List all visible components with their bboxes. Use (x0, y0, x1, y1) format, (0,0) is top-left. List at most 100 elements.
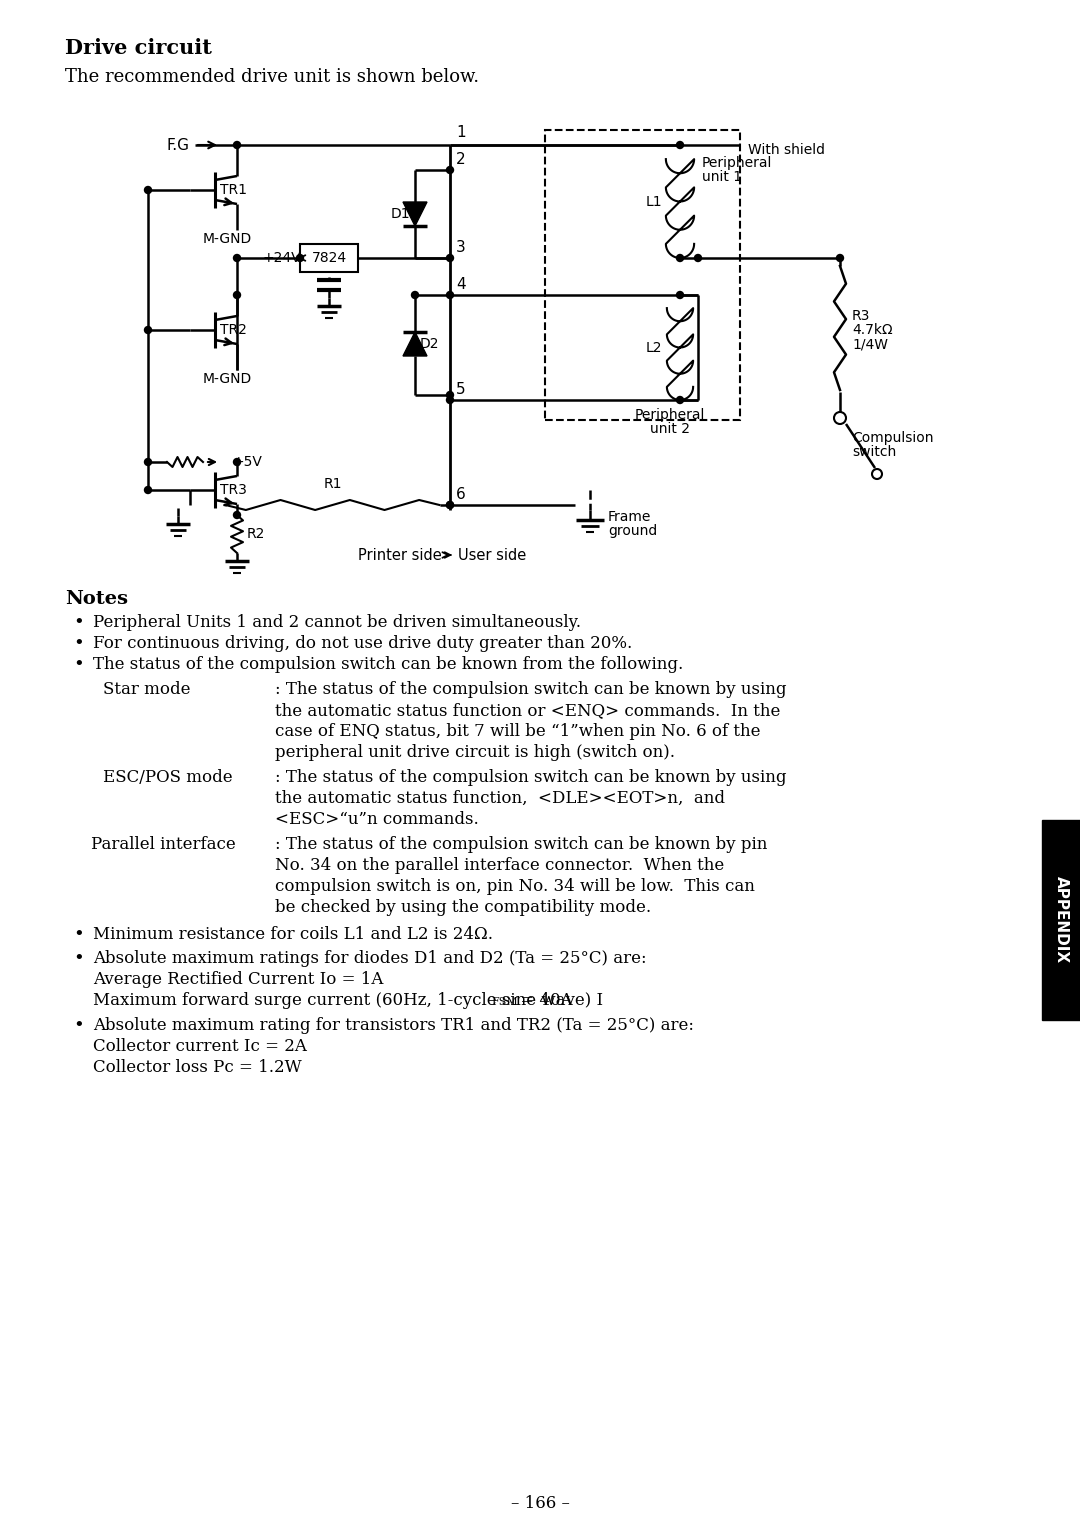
Text: the automatic status function or <ENQ> commands.  In the: the automatic status function or <ENQ> c… (275, 702, 781, 719)
Text: Peripheral Units 1 and 2 cannot be driven simultaneously.: Peripheral Units 1 and 2 cannot be drive… (93, 615, 581, 632)
Text: TR1: TR1 (220, 182, 247, 198)
Text: R2: R2 (247, 527, 266, 541)
Text: Printer side: Printer side (359, 547, 442, 563)
Text: R3: R3 (852, 310, 870, 323)
Text: •: • (73, 926, 84, 944)
Text: Notes: Notes (65, 590, 129, 609)
Polygon shape (403, 333, 427, 356)
Text: +5V: +5V (233, 455, 262, 469)
Text: R1: R1 (323, 477, 341, 491)
Text: FSM: FSM (491, 996, 517, 1007)
Text: TR2: TR2 (220, 323, 247, 337)
Text: Minimum resistance for coils L1 and L2 is 24Ω.: Minimum resistance for coils L1 and L2 i… (93, 926, 492, 943)
Text: <ESC>“u”n commands.: <ESC>“u”n commands. (275, 811, 478, 828)
Text: be checked by using the compatibility mode.: be checked by using the compatibility mo… (275, 898, 651, 917)
Circle shape (694, 254, 702, 262)
Text: 3: 3 (456, 241, 465, 254)
Text: compulsion switch is on, pin No. 34 will be low.  This can: compulsion switch is on, pin No. 34 will… (275, 878, 755, 895)
Text: = 40A: = 40A (515, 992, 572, 1009)
Text: No. 34 on the parallel interface connector.  When the: No. 34 on the parallel interface connect… (275, 857, 725, 874)
Text: : The status of the compulsion switch can be known by using: : The status of the compulsion switch ca… (275, 681, 786, 698)
Text: Peripheral: Peripheral (702, 156, 772, 170)
Circle shape (834, 412, 846, 425)
Circle shape (233, 512, 241, 518)
Text: L2: L2 (646, 340, 662, 354)
Text: •: • (73, 656, 84, 675)
Circle shape (446, 501, 454, 509)
Text: •: • (73, 950, 84, 967)
Text: The recommended drive unit is shown below.: The recommended drive unit is shown belo… (65, 67, 480, 86)
Circle shape (145, 187, 151, 193)
Circle shape (446, 167, 454, 173)
Text: unit 2: unit 2 (650, 422, 690, 435)
Circle shape (872, 469, 882, 478)
Text: •: • (73, 615, 84, 632)
Text: : The status of the compulsion switch can be known by pin: : The status of the compulsion switch ca… (275, 835, 768, 852)
Text: F.G: F.G (167, 138, 190, 152)
Text: +24V: +24V (262, 251, 300, 265)
Text: The status of the compulsion switch can be known from the following.: The status of the compulsion switch can … (93, 656, 684, 673)
Bar (300, 244, 357, 271)
Text: D1: D1 (390, 207, 410, 221)
Text: 1: 1 (456, 126, 465, 140)
Circle shape (676, 397, 684, 403)
Text: 6: 6 (456, 487, 465, 501)
Text: 7824: 7824 (311, 251, 347, 265)
Circle shape (233, 254, 241, 262)
Text: Absolute maximum rating for transistors TR1 and TR2 (Ta = 25°C) are:: Absolute maximum rating for transistors … (93, 1016, 694, 1033)
Text: Peripheral: Peripheral (635, 408, 705, 422)
Text: Absolute maximum ratings for diodes D1 and D2 (Ta = 25°C) are:: Absolute maximum ratings for diodes D1 a… (93, 950, 647, 967)
Circle shape (446, 391, 454, 399)
Text: M-GND: M-GND (202, 231, 252, 245)
Circle shape (233, 141, 241, 149)
Text: switch: switch (852, 445, 896, 458)
Circle shape (446, 254, 454, 262)
Text: Average Rectified Current Io = 1A: Average Rectified Current Io = 1A (93, 970, 383, 987)
Text: 5: 5 (456, 382, 465, 397)
Text: M-GND: M-GND (202, 373, 252, 386)
Text: ground: ground (608, 524, 658, 538)
Circle shape (233, 291, 241, 299)
Bar (1042, 820, 1080, 1019)
Circle shape (145, 458, 151, 466)
Text: : The status of the compulsion switch can be known by using: : The status of the compulsion switch ca… (275, 770, 786, 786)
Circle shape (297, 254, 303, 262)
Text: With shield: With shield (748, 143, 825, 156)
Circle shape (446, 501, 454, 509)
Text: ESC/POS mode: ESC/POS mode (103, 770, 232, 786)
Circle shape (233, 458, 241, 466)
Text: Collector loss Pc = 1.2W: Collector loss Pc = 1.2W (93, 1059, 301, 1076)
Text: Drive circuit: Drive circuit (65, 38, 212, 58)
Text: 4.7kΩ: 4.7kΩ (852, 323, 893, 337)
Text: unit 1: unit 1 (702, 170, 742, 184)
Text: User side: User side (458, 547, 526, 563)
Circle shape (837, 254, 843, 262)
Text: APPENDIX: APPENDIX (1053, 877, 1068, 964)
Text: Frame: Frame (608, 510, 651, 524)
Text: Star mode: Star mode (103, 681, 190, 698)
Circle shape (145, 327, 151, 334)
Text: L1: L1 (646, 195, 662, 208)
Text: peripheral unit drive circuit is high (switch on).: peripheral unit drive circuit is high (s… (275, 744, 675, 760)
Text: case of ENQ status, bit 7 will be “1”when pin No. 6 of the: case of ENQ status, bit 7 will be “1”whe… (275, 724, 760, 740)
Text: D2: D2 (420, 337, 440, 351)
Text: TR3: TR3 (220, 483, 247, 497)
Text: For continuous driving, do not use drive duty greater than 20%.: For continuous driving, do not use drive… (93, 635, 632, 652)
Text: 4: 4 (456, 277, 465, 291)
Circle shape (446, 397, 454, 403)
Polygon shape (403, 202, 427, 225)
Circle shape (411, 291, 419, 299)
Text: •: • (73, 635, 84, 653)
Text: – 166 –: – 166 – (511, 1495, 569, 1512)
Text: •: • (73, 1016, 84, 1035)
Circle shape (676, 291, 684, 299)
Text: Parallel interface: Parallel interface (91, 835, 235, 852)
Text: 1/4W: 1/4W (852, 337, 888, 351)
Text: 2: 2 (456, 152, 465, 167)
Circle shape (446, 291, 454, 299)
Text: the automatic status function,  <DLE><EOT>n,  and: the automatic status function, <DLE><EOT… (275, 789, 725, 806)
Circle shape (676, 141, 684, 149)
Text: Collector current Ic = 2A: Collector current Ic = 2A (93, 1038, 307, 1055)
Circle shape (676, 254, 684, 262)
Text: Maximum forward surge current (60Hz, 1-cycle sine wave) I: Maximum forward surge current (60Hz, 1-c… (93, 992, 603, 1009)
